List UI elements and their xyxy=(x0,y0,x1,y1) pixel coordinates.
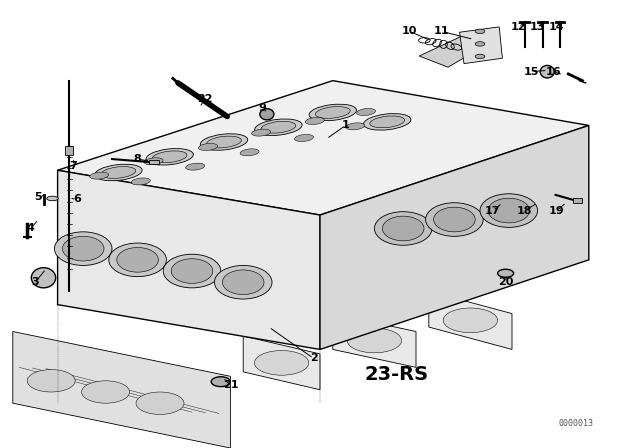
Ellipse shape xyxy=(63,237,104,261)
Ellipse shape xyxy=(305,117,324,125)
Text: 7: 7 xyxy=(70,161,77,171)
Ellipse shape xyxy=(152,151,187,163)
Text: 12: 12 xyxy=(511,22,526,32)
Ellipse shape xyxy=(144,158,163,165)
Ellipse shape xyxy=(172,259,212,284)
Text: 3: 3 xyxy=(31,277,39,287)
Text: 18: 18 xyxy=(517,206,532,215)
Text: 14: 14 xyxy=(549,22,564,32)
Ellipse shape xyxy=(254,350,308,375)
Ellipse shape xyxy=(475,29,485,34)
Ellipse shape xyxy=(364,114,411,130)
FancyBboxPatch shape xyxy=(65,146,73,155)
Text: 22: 22 xyxy=(197,94,212,103)
Polygon shape xyxy=(13,332,230,448)
Ellipse shape xyxy=(207,136,241,148)
FancyBboxPatch shape xyxy=(573,198,582,203)
Ellipse shape xyxy=(540,65,554,78)
Ellipse shape xyxy=(426,202,483,237)
Polygon shape xyxy=(243,336,320,390)
Text: 5: 5 xyxy=(35,192,42,202)
Text: 20: 20 xyxy=(498,277,513,287)
Ellipse shape xyxy=(240,149,259,156)
Text: 17: 17 xyxy=(485,206,500,215)
Ellipse shape xyxy=(488,198,530,223)
Polygon shape xyxy=(58,170,320,349)
Ellipse shape xyxy=(316,107,350,118)
Ellipse shape xyxy=(82,381,130,403)
Ellipse shape xyxy=(480,194,538,228)
Ellipse shape xyxy=(136,392,184,414)
Text: 16: 16 xyxy=(546,67,561,77)
Ellipse shape xyxy=(261,121,296,133)
Text: 0000013: 0000013 xyxy=(559,419,593,428)
Polygon shape xyxy=(333,314,416,367)
Ellipse shape xyxy=(131,178,150,185)
Text: 8: 8 xyxy=(134,154,141,164)
FancyBboxPatch shape xyxy=(149,160,159,164)
Ellipse shape xyxy=(260,109,274,120)
Ellipse shape xyxy=(200,134,248,150)
Ellipse shape xyxy=(370,116,404,128)
Text: 9: 9 xyxy=(259,103,266,112)
Polygon shape xyxy=(320,125,589,349)
Ellipse shape xyxy=(109,243,166,277)
Ellipse shape xyxy=(255,119,302,135)
Ellipse shape xyxy=(383,216,424,241)
Ellipse shape xyxy=(101,167,136,178)
Ellipse shape xyxy=(498,269,514,277)
Text: 13: 13 xyxy=(530,22,545,32)
Text: 1: 1 xyxy=(342,121,349,130)
Ellipse shape xyxy=(198,143,218,151)
Text: 11: 11 xyxy=(434,26,449,36)
Text: 21: 21 xyxy=(223,380,238,390)
Ellipse shape xyxy=(374,212,432,246)
Text: 2: 2 xyxy=(310,353,317,363)
Ellipse shape xyxy=(31,267,56,288)
Ellipse shape xyxy=(47,196,58,201)
Ellipse shape xyxy=(54,232,112,265)
Ellipse shape xyxy=(444,308,498,332)
Ellipse shape xyxy=(309,104,356,121)
Text: 15: 15 xyxy=(524,67,539,77)
Ellipse shape xyxy=(347,328,402,353)
Ellipse shape xyxy=(95,164,142,181)
Polygon shape xyxy=(460,27,502,64)
Polygon shape xyxy=(429,291,512,349)
Ellipse shape xyxy=(163,254,221,288)
Ellipse shape xyxy=(223,270,264,295)
Text: 6: 6 xyxy=(73,194,81,204)
Polygon shape xyxy=(419,34,486,67)
Text: 4: 4 xyxy=(27,224,35,233)
Text: 23-RS: 23-RS xyxy=(365,365,429,383)
Ellipse shape xyxy=(475,54,485,59)
Ellipse shape xyxy=(186,163,205,170)
Ellipse shape xyxy=(346,123,365,130)
Ellipse shape xyxy=(252,129,271,136)
Text: 10: 10 xyxy=(402,26,417,36)
Ellipse shape xyxy=(434,207,475,232)
Ellipse shape xyxy=(211,377,230,387)
Polygon shape xyxy=(58,81,589,215)
Ellipse shape xyxy=(28,370,76,392)
Ellipse shape xyxy=(116,247,159,272)
Ellipse shape xyxy=(214,265,272,299)
Ellipse shape xyxy=(356,108,376,116)
Ellipse shape xyxy=(294,134,314,142)
Ellipse shape xyxy=(90,172,109,179)
Ellipse shape xyxy=(146,149,193,165)
Text: 19: 19 xyxy=(549,206,564,215)
Ellipse shape xyxy=(475,42,485,46)
